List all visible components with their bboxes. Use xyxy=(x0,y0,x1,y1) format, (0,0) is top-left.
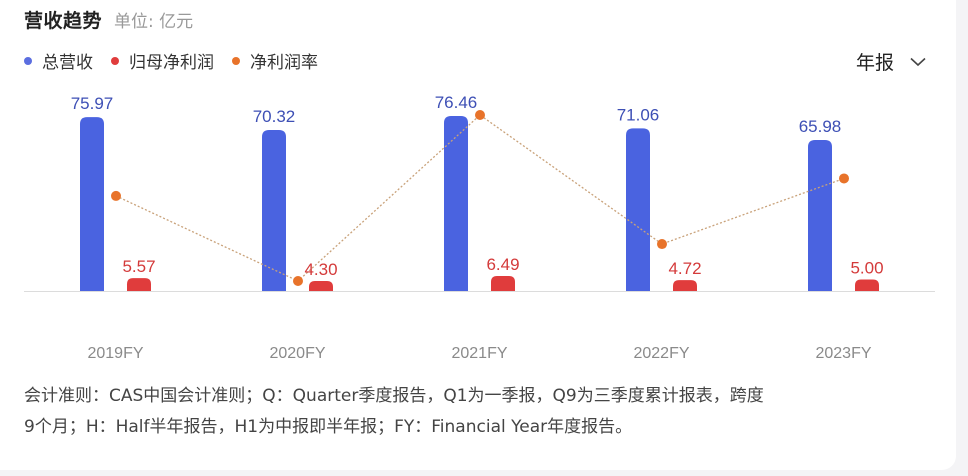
x-axis-tick-label: 2020FY xyxy=(269,345,325,362)
legend-label: 净利润率 xyxy=(250,53,318,73)
net-profit-bar[interactable] xyxy=(127,278,151,291)
legend-label: 总营收 xyxy=(42,53,93,73)
revenue-value-label: 75.97 xyxy=(71,94,114,113)
legend-dot-icon xyxy=(232,56,240,65)
x-axis-tick-label: 2022FY xyxy=(633,345,689,362)
net-profit-value-label: 6.49 xyxy=(486,255,519,274)
revenue-value-label: 76.46 xyxy=(435,93,478,112)
legend-item-net-profit[interactable]: 归母净利润 xyxy=(111,48,214,73)
net-profit-bar[interactable] xyxy=(309,281,333,291)
legend-dot-icon xyxy=(24,56,32,65)
revenue-bar[interactable] xyxy=(808,139,832,291)
chart-plot-area: 75.97 5.57 2019FY 70.32 4.30 2020FY 76.46 6.49 2… xyxy=(24,93,935,362)
net-profit-bar[interactable] xyxy=(855,279,879,291)
legend-item-net-margin[interactable]: 净利润率 xyxy=(232,48,318,73)
revenue-bar[interactable] xyxy=(80,117,104,292)
net-profit-bar[interactable] xyxy=(491,276,515,291)
revenue-value-label: 65.98 xyxy=(799,117,842,136)
net-profit-value-label: 5.00 xyxy=(850,258,883,277)
unit-label: 单位: 亿元 xyxy=(114,12,194,32)
revenue-value-label: 71.06 xyxy=(617,105,660,124)
net-margin-point[interactable] xyxy=(839,173,849,184)
net-profit-value-label: 5.57 xyxy=(122,257,155,276)
footnote-line-2: 9个月；H：Half半年报告，H1为中报即半年报；FY：Financial Ye… xyxy=(24,417,633,437)
chart-legend: 总营收 归母净利润 净利润率 xyxy=(24,48,336,73)
net-margin-point[interactable] xyxy=(657,239,667,250)
net-margin-point[interactable] xyxy=(293,276,303,286)
net-profit-bar[interactable] xyxy=(673,280,697,291)
footnote-line-1: 会计准则：CAS中国会计准则；Q：Quarter季度报告，Q1为一季报，Q9为三… xyxy=(24,386,764,406)
net-margin-line xyxy=(115,114,845,282)
chevron-down-icon xyxy=(910,57,926,66)
header: 营收趋势 单位: 亿元 xyxy=(24,6,193,33)
net-margin-point[interactable] xyxy=(111,190,121,201)
revenue-value-label: 70.32 xyxy=(253,107,296,126)
legend-item-revenue[interactable]: 总营收 xyxy=(24,48,93,73)
x-axis-tick-label: 2021FY xyxy=(451,345,507,362)
legend-dot-icon xyxy=(111,56,119,65)
period-selected-label: 年报 xyxy=(856,52,895,74)
revenue-bar[interactable] xyxy=(262,130,286,291)
chart-title: 营收趋势 xyxy=(24,10,103,32)
accounting-footnote: 会计准则：CAS中国会计准则；Q：Quarter季度报告，Q1为一季报，Q9为三… xyxy=(24,381,939,443)
net-profit-value-label: 4.30 xyxy=(304,260,337,279)
legend-label: 归母净利润 xyxy=(129,53,214,73)
revenue-bar[interactable] xyxy=(626,128,650,291)
x-axis-tick-label: 2019FY xyxy=(87,345,143,362)
net-margin-point[interactable] xyxy=(475,110,485,120)
revenue-bar[interactable] xyxy=(444,116,468,291)
revenue-trend-card: 营收趋势 单位: 亿元 总营收 归母净利润 净利润率 年报 75.97 5.57 2… xyxy=(0,0,956,470)
x-axis-tick-label: 2023FY xyxy=(815,345,871,362)
period-dropdown[interactable]: 年报 xyxy=(856,48,926,75)
net-profit-value-label: 4.72 xyxy=(668,259,701,278)
